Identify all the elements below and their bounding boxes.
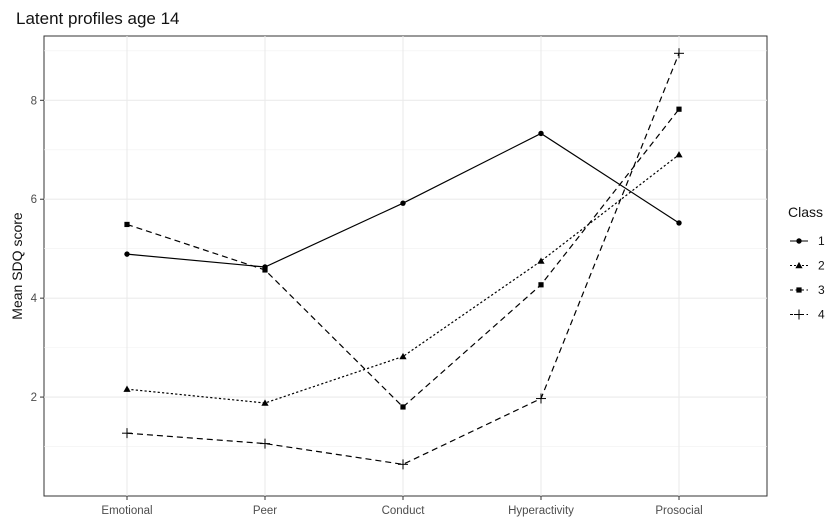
x-tick-label: Prosocial [655,505,702,517]
x-tick-label: Conduct [382,505,426,517]
data-point [124,251,130,257]
data-point [398,459,408,470]
data-point [400,200,406,206]
series-lines [122,48,684,470]
legend-key-marker [796,287,802,293]
legend-key-marker [794,309,804,320]
chart-title: Latent profiles age 14 [16,9,180,28]
gridlines [44,36,767,496]
legend-label: 4 [818,308,825,322]
series-4 [122,48,684,470]
data-point [538,282,544,288]
legend-item-2: 2 [790,259,825,273]
series-3 [124,106,682,410]
data-point [676,106,682,112]
data-point [675,151,683,158]
legend-title: Class [788,204,823,220]
legend-key-marker [795,261,803,269]
y-tick-label: 2 [31,392,37,404]
legend-label: 1 [818,234,825,248]
series-line [126,154,680,404]
series-2 [123,151,683,406]
y-tick-label: 8 [31,95,37,107]
data-point [123,385,131,392]
legend-key-marker [796,238,802,244]
legend: Class 1 2 3 4 [788,204,825,322]
y-tick-label: 6 [31,194,37,206]
data-point [260,438,270,449]
x-axis: Emotional Peer Conduct Hyperactivity Prosoci… [101,496,703,517]
x-tick-label: Emotional [101,505,152,517]
data-point [399,352,407,360]
data-point [537,257,545,264]
series-line [126,53,680,465]
y-axis: 2 4 6 8 [31,95,44,404]
legend-label: 3 [818,283,825,297]
legend-item-1: 1 [790,234,825,248]
data-point [676,220,682,226]
data-point [261,399,269,406]
legend-item-3: 3 [790,283,825,297]
data-point [674,48,684,59]
y-tick-label: 4 [31,293,38,305]
x-tick-label: Hyperactivity [508,505,574,517]
legend-label: 2 [818,259,825,273]
plot-panel [43,35,768,497]
data-point [124,221,130,228]
data-point [538,130,544,137]
data-point [262,267,268,273]
x-tick-label: Peer [253,505,277,517]
y-axis-label: Mean SDQ score [9,212,25,320]
data-point [536,393,546,404]
data-point [400,404,406,410]
data-point [122,428,132,439]
legend-item-4: 4 [790,308,825,322]
